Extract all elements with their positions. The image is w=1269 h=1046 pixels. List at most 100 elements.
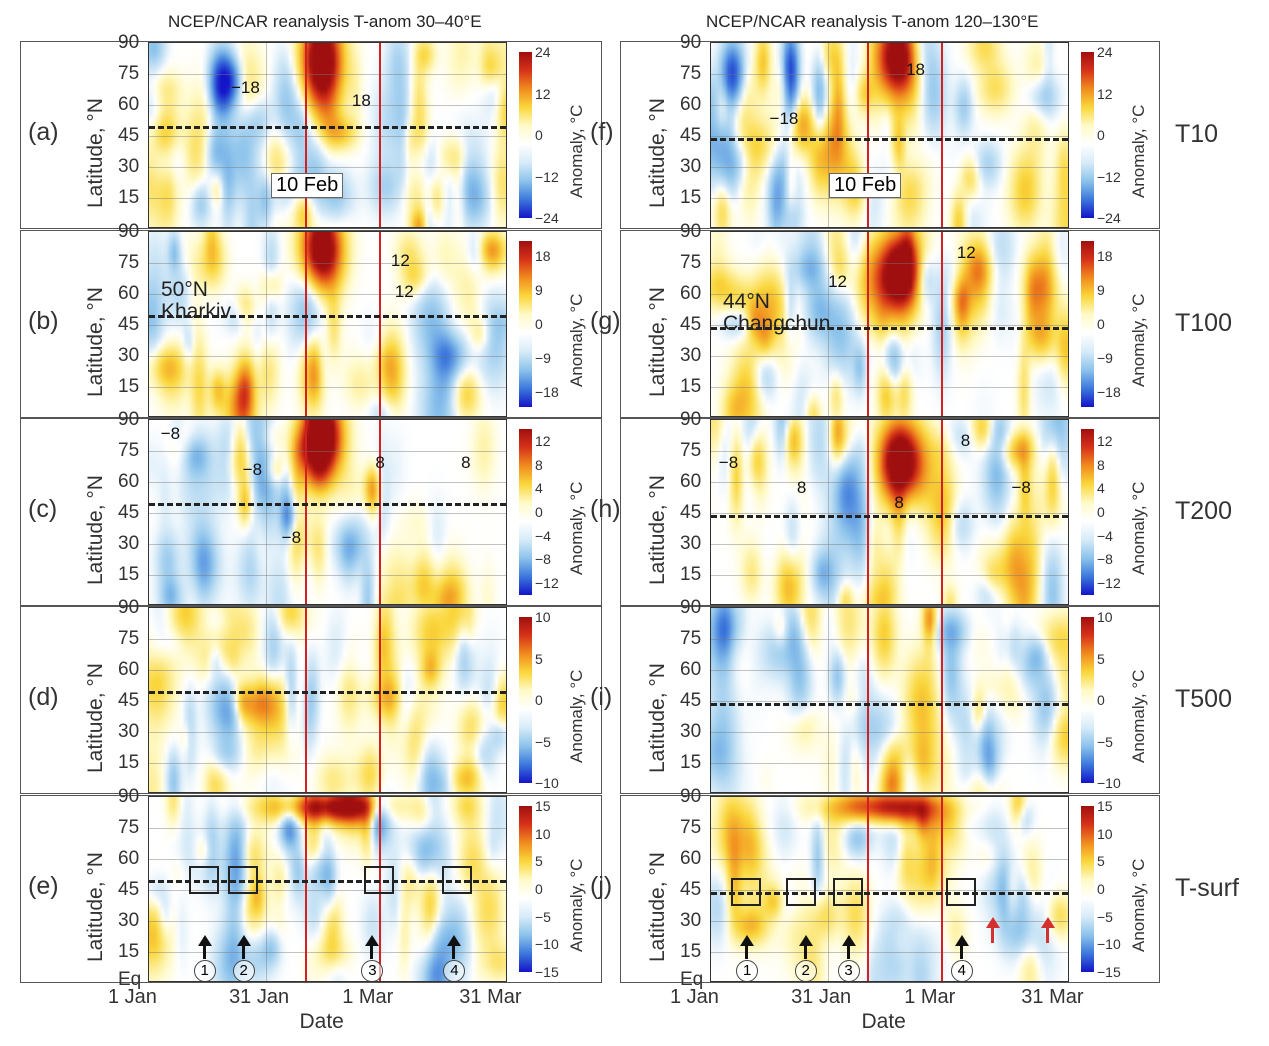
gridline [711, 451, 1068, 452]
y-tick-label: 75 [680, 628, 702, 649]
colorbar-title: Anomaly, °C [1129, 293, 1148, 387]
panel-frame [20, 41, 602, 229]
gridline [711, 732, 1068, 733]
arrow-number: 2 [232, 960, 255, 981]
gridline [149, 544, 506, 545]
event-line [305, 608, 308, 792]
colorbar-tick-label: 24 [535, 44, 551, 60]
city-label: 44°N Changchun [723, 291, 830, 335]
colorbar-tick-label: 24 [1097, 44, 1113, 60]
panel-column-title: NCEP/NCAR reanalysis T-anom 30–40°E [168, 12, 482, 31]
colorbar-tick-label: 0 [535, 316, 543, 332]
red-arrow-icon [1045, 927, 1049, 943]
gridline [149, 701, 506, 702]
y-tick-label: 30 [680, 721, 702, 742]
colorbar [519, 617, 532, 783]
panel-frame [20, 795, 602, 983]
colorbar-tick-label: −5 [535, 908, 551, 925]
reference-latitude-line [149, 314, 506, 318]
gridline [149, 828, 506, 829]
colorbar-tick-label: −24 [535, 210, 559, 226]
gridline [711, 387, 1068, 388]
x-tick-label: 1 Jan [108, 986, 157, 1008]
panel-letter: (f) [590, 118, 614, 146]
heatmap-plot: −8 −8 −8 8 8 [148, 419, 507, 605]
colorbar-title: Anomaly, °C [1129, 858, 1148, 952]
y-tick-label: 75 [118, 63, 140, 84]
y-tick-label: 15 [680, 187, 702, 208]
colorbar-title: Anomaly, °C [1129, 104, 1148, 198]
reference-latitude-line [149, 502, 506, 506]
colorbar [519, 429, 532, 595]
y-axis-title: Latitude, °N [646, 663, 669, 773]
panel-letter: (e) [28, 872, 59, 900]
gridline [711, 325, 1068, 326]
row-level-label: T-surf [1175, 874, 1239, 902]
colorbar-tick-label: 0 [1097, 692, 1105, 708]
colorbar-title: Anomaly, °C [567, 293, 586, 387]
colorbar-tick-label: −12 [1097, 575, 1121, 592]
contour-label: 12 [394, 281, 414, 301]
heatmap-plot: 12 12 50°N Kharkiv [148, 231, 507, 417]
y-tick-label: 90 [680, 786, 702, 807]
colorbar-tick-label: 0 [1097, 504, 1105, 520]
x-axis-title: Date [299, 1010, 344, 1033]
colorbar-tick-label: 15 [1097, 798, 1113, 814]
panel-frame [620, 418, 1160, 606]
gridline [149, 482, 506, 483]
colorbar-tick-label: −5 [1097, 733, 1113, 750]
gridline [149, 639, 506, 640]
panel-frame [620, 795, 1160, 983]
y-tick-label: 75 [680, 252, 702, 273]
panel-letter: (a) [28, 118, 59, 146]
heatmap-plot: 18 −18 10 Feb [710, 42, 1069, 228]
gridline [711, 763, 1068, 764]
gridline [711, 294, 1068, 295]
gridline [828, 43, 830, 227]
colorbar-tick-label: 0 [1097, 881, 1105, 897]
contour-label: −8 [242, 459, 263, 479]
colorbar-tick-label: −15 [535, 964, 559, 980]
contour-label: 8 [796, 478, 807, 498]
y-tick-label: 45 [118, 125, 140, 146]
y-tick-label: 15 [118, 376, 140, 397]
arrow-number: 1 [193, 960, 216, 981]
contour-label: −8 [160, 424, 181, 444]
gridline [828, 797, 830, 981]
y-tick-label: 60 [680, 848, 702, 869]
gridline [711, 356, 1068, 357]
y-tick-label: 75 [118, 817, 140, 838]
y-tick-label: 75 [680, 63, 702, 84]
heatmap-canvas [149, 797, 506, 981]
colorbar-title: Anomaly, °C [1129, 481, 1148, 575]
gridline [711, 921, 1068, 922]
arrow-icon [745, 945, 749, 959]
y-tick-label: 15 [680, 376, 702, 397]
y-tick-label: 90 [118, 597, 140, 618]
x-axis-title: Date [861, 1010, 906, 1033]
contour-label: 8 [461, 453, 471, 473]
y-axis-title: Latitude, °N [646, 852, 669, 962]
y-tick-label: 60 [680, 283, 702, 304]
colorbar-tick-label: −10 [1097, 936, 1121, 953]
heatmap-canvas [149, 232, 506, 416]
colorbar [1081, 429, 1094, 595]
gridline [149, 294, 506, 295]
gridline [149, 670, 506, 671]
y-tick-label: 15 [118, 941, 140, 962]
heatmap-canvas [711, 797, 1068, 981]
gridline [149, 387, 506, 388]
gridline [711, 74, 1068, 75]
region-box [945, 878, 976, 907]
y-tick-label: 60 [118, 471, 140, 492]
contour-label: −8 [1011, 478, 1031, 498]
colorbar-tick-label: 10 [1097, 609, 1113, 625]
y-tick-label: 45 [680, 502, 702, 523]
colorbar-tick-label: 12 [535, 432, 551, 449]
colorbar-tick-label: 0 [1097, 316, 1105, 332]
colorbar-tick-label: −10 [1097, 775, 1121, 791]
reference-latitude-line [711, 138, 1068, 142]
gridline [149, 732, 506, 733]
event-line [867, 420, 870, 604]
colorbar-tick-label: −8 [535, 551, 551, 568]
